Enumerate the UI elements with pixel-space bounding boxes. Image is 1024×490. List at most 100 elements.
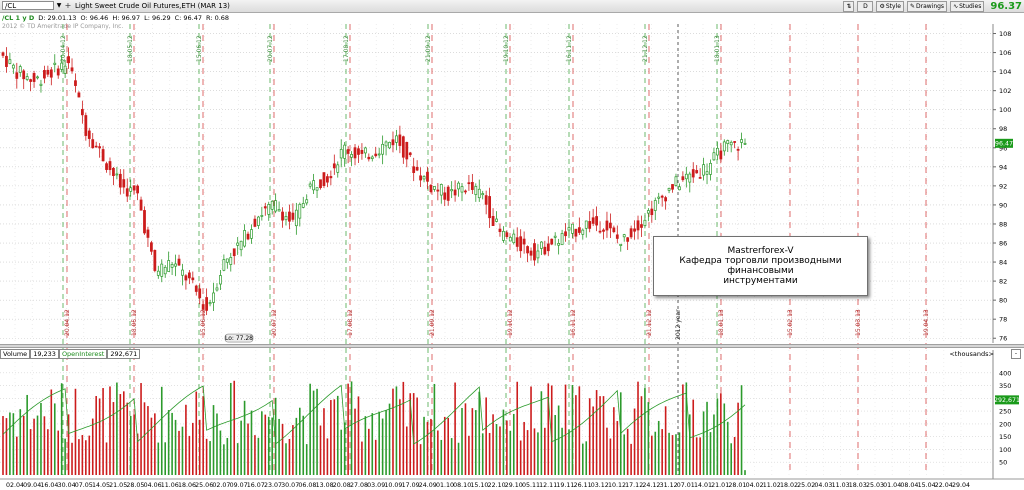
volume-bar bbox=[509, 430, 512, 475]
volume-bar bbox=[533, 428, 536, 475]
volume-bar bbox=[671, 435, 674, 475]
candle-body bbox=[84, 115, 88, 136]
candle-body bbox=[274, 200, 278, 212]
volume-bar bbox=[81, 435, 84, 475]
candle-body bbox=[49, 69, 53, 78]
price-tick-label: 82 bbox=[999, 278, 1007, 286]
volume-bar bbox=[523, 421, 525, 475]
candle-body bbox=[636, 220, 640, 231]
volume-bar bbox=[2, 416, 4, 475]
volume-bar bbox=[723, 403, 726, 475]
time-tick-label: 08.04 bbox=[900, 482, 918, 489]
time-tick-label: 09.07 bbox=[230, 482, 248, 489]
candle-body bbox=[229, 257, 233, 265]
volume-bar bbox=[102, 388, 104, 475]
volume-bar bbox=[212, 405, 215, 475]
volume-bar bbox=[678, 432, 681, 475]
volume-bar bbox=[254, 435, 256, 475]
pencil-icon: ✎ bbox=[909, 2, 915, 10]
candle-body bbox=[716, 147, 719, 156]
volume-bar bbox=[22, 415, 25, 475]
volume-bar bbox=[91, 418, 94, 475]
volume-bar bbox=[702, 411, 705, 475]
time-tick-label: 12.11 bbox=[539, 482, 557, 489]
candle-body bbox=[736, 149, 740, 151]
period-button[interactable]: D bbox=[857, 0, 874, 12]
candle-body bbox=[208, 302, 212, 305]
volume-bar bbox=[516, 381, 519, 475]
candle-body bbox=[740, 139, 743, 143]
expiration-label-red: 20.04.12 bbox=[64, 309, 71, 336]
candle-body bbox=[522, 238, 526, 245]
time-tick-label: 03.12 bbox=[591, 482, 609, 489]
studies-button[interactable]: ∿ Studies bbox=[950, 0, 985, 12]
style-label: Style bbox=[885, 2, 901, 10]
annotation-box[interactable]: Mastrerforex-V Кафедра торговли производ… bbox=[653, 236, 868, 296]
volume-bar bbox=[599, 396, 601, 475]
sliders-icon: ⇅ bbox=[846, 2, 852, 10]
volume-bar bbox=[588, 398, 591, 475]
volume-bar bbox=[399, 399, 401, 475]
expiration-label-red: 17.08.12 bbox=[347, 309, 354, 336]
candle-body bbox=[577, 227, 581, 233]
symbol-dropdown-icon[interactable]: ▼ bbox=[56, 2, 62, 9]
volume-label: Volume bbox=[0, 348, 31, 359]
volume-bar bbox=[737, 402, 739, 475]
candle-body bbox=[353, 147, 357, 159]
time-tick-label: 18.06 bbox=[178, 482, 196, 489]
volume-bar bbox=[233, 380, 236, 475]
last-price-tag-label: 96.47 bbox=[995, 141, 1013, 148]
volume-bar bbox=[40, 403, 42, 475]
volume-bar bbox=[675, 434, 677, 475]
expiration-label-green: 19.10.12 bbox=[503, 35, 510, 62]
candle-body bbox=[332, 163, 336, 169]
candle-body bbox=[277, 209, 281, 212]
expiration-label-green: 15.06.12 bbox=[196, 35, 203, 62]
candle-body bbox=[253, 218, 257, 227]
candle-body bbox=[370, 156, 374, 159]
candle-body bbox=[436, 189, 440, 192]
volume-bar bbox=[354, 408, 356, 475]
year-marker-label: 2012 year bbox=[675, 309, 682, 340]
add-symbol-icon[interactable]: + bbox=[64, 1, 72, 10]
candle-body bbox=[232, 248, 236, 257]
candle-body bbox=[733, 141, 737, 143]
candle-body bbox=[257, 216, 260, 226]
candle-body bbox=[108, 161, 112, 171]
candle-body bbox=[139, 199, 143, 211]
volume-bar bbox=[668, 432, 670, 475]
time-tick-label: 25.06 bbox=[195, 482, 213, 489]
volume-bar bbox=[364, 416, 367, 475]
volume-bar bbox=[336, 395, 339, 475]
collapse-pane-button[interactable]: - bbox=[1011, 349, 1021, 359]
volume-bar bbox=[257, 437, 260, 475]
volume-bar bbox=[637, 381, 639, 475]
volume-tick-label: 200 bbox=[999, 420, 1011, 428]
expiration-label-red: 20.07.12 bbox=[271, 309, 278, 336]
time-tick-label: 22.10 bbox=[488, 482, 506, 489]
volume-bar bbox=[271, 417, 273, 475]
volume-bar bbox=[606, 427, 608, 475]
volume-bar bbox=[281, 423, 284, 475]
candle-body bbox=[729, 141, 733, 146]
volume-bar bbox=[526, 430, 529, 475]
symbol-input[interactable]: /CL bbox=[2, 1, 54, 10]
compare-button[interactable]: ⇅ bbox=[843, 0, 855, 12]
volume-units: <thousands> bbox=[949, 350, 994, 358]
volume-bar bbox=[568, 429, 570, 475]
candle-body bbox=[612, 227, 616, 233]
candle-body bbox=[374, 153, 378, 157]
oi-last-tag bbox=[995, 395, 1019, 405]
candle-body bbox=[377, 153, 381, 156]
volume-bar bbox=[481, 433, 484, 475]
style-button[interactable]: ⚙ Style bbox=[876, 0, 904, 12]
candle-body bbox=[319, 179, 322, 189]
pane-separator[interactable] bbox=[0, 344, 1024, 348]
expiration-label-red: 15.03.13 bbox=[855, 309, 862, 336]
drawings-button[interactable]: ✎ Drawings bbox=[906, 0, 948, 12]
volume-bar bbox=[288, 438, 291, 475]
volume-bar bbox=[385, 410, 387, 475]
candle-body bbox=[533, 243, 536, 261]
candle-body bbox=[678, 186, 681, 191]
